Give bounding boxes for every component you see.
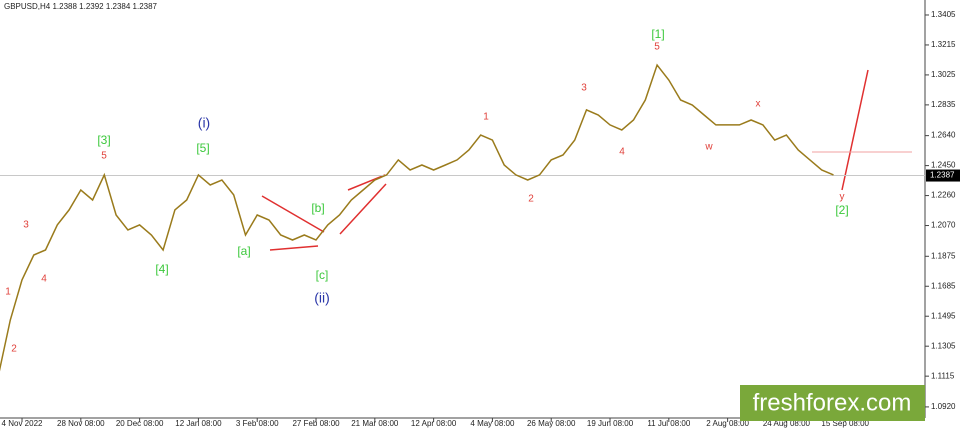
wave-label: [5] <box>196 141 209 155</box>
watermark-box <box>740 385 925 421</box>
wave-label: 1 <box>483 112 489 123</box>
y-tick-label: 1.2070 <box>931 221 956 230</box>
wave-label: 4 <box>41 274 47 285</box>
x-tick-label: 20 Dec 08:00 <box>116 419 164 428</box>
y-tick-label: 1.1495 <box>931 311 956 320</box>
x-tick-label: 19 Jun 08:00 <box>587 419 634 428</box>
x-tick-label: 11 Jul 08:00 <box>647 419 691 428</box>
wave-label: [a] <box>237 244 250 258</box>
wave-label: 5 <box>101 151 107 162</box>
trend-line <box>261 195 325 233</box>
x-tick-label: 4 Nov 2022 <box>2 419 43 428</box>
wave-label: (i) <box>198 115 210 131</box>
wave-label: 2 <box>528 194 534 205</box>
watermark: freshforex.com <box>753 389 912 416</box>
wave-label: (ii) <box>314 290 330 306</box>
x-tick-label: 27 Feb 08:00 <box>292 419 340 428</box>
x-tick-label: 28 Nov 08:00 <box>57 419 105 428</box>
x-tick-label: 24 Aug 08:00 <box>763 419 811 428</box>
x-tick-label: 15 Sep 08:00 <box>821 419 869 428</box>
y-tick-label: 1.1115 <box>931 371 955 380</box>
x-tick-label: 12 Apr 08:00 <box>411 419 457 428</box>
wave-label: 2 <box>11 344 17 355</box>
y-tick-label: 1.2835 <box>931 100 956 109</box>
wave-label: [4] <box>155 262 168 276</box>
price-line <box>0 63 834 372</box>
x-tick-label: 21 Mar 08:00 <box>351 419 399 428</box>
wave-label: [2] <box>835 203 848 217</box>
trend-line <box>339 183 387 235</box>
wave-label: 5 <box>654 42 660 53</box>
y-tick-label: 1.1875 <box>931 251 956 260</box>
current-price-box <box>926 169 960 182</box>
trend-lines <box>261 69 869 251</box>
wave-label: y <box>840 192 845 203</box>
y-tick-label: 1.3025 <box>931 70 956 79</box>
wave-label: [1] <box>651 27 664 41</box>
y-tick-label: 1.0920 <box>931 402 956 411</box>
projection-line <box>841 69 869 191</box>
wave-label: x <box>756 99 761 110</box>
y-tick-label: 1.3215 <box>931 40 956 49</box>
y-tick-label: 1.2640 <box>931 131 956 140</box>
wave-label: [3] <box>97 133 110 147</box>
wave-label: [c] <box>316 268 329 282</box>
wave-label: 1 <box>5 287 11 298</box>
current-price-label: 1.2387 <box>930 171 955 180</box>
y-tick-label: 1.2450 <box>931 161 956 170</box>
y-tick-label: 1.1305 <box>931 341 956 350</box>
wave-label: 4 <box>619 147 625 158</box>
wave-label: 3 <box>23 220 29 231</box>
x-tick-label: 4 May 08:00 <box>470 419 515 428</box>
wave-label: 3 <box>581 83 587 94</box>
y-tick-label: 1.2260 <box>931 191 956 200</box>
y-tick-label: 1.3405 <box>931 10 956 19</box>
symbol-info: GBPUSD,H4 1.2388 1.2392 1.2384 1.2387 <box>4 2 158 11</box>
y-tick-label: 1.1685 <box>931 281 956 290</box>
wave-label: w <box>704 142 713 153</box>
trend-line <box>269 245 319 251</box>
x-tick-label: 3 Feb 08:00 <box>236 419 279 428</box>
x-tick-label: 26 May 08:00 <box>527 419 576 428</box>
x-tick-label: 2 Aug 08:00 <box>706 419 749 428</box>
x-tick-label: 12 Jan 08:00 <box>175 419 222 428</box>
wave-label: [b] <box>311 201 324 215</box>
